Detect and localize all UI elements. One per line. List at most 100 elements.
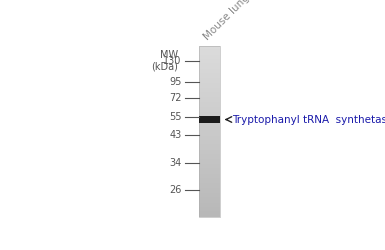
Bar	[199, 161, 220, 163]
Bar	[199, 74, 220, 76]
Bar	[199, 103, 220, 104]
Bar	[199, 184, 220, 186]
Bar	[199, 86, 220, 88]
Bar	[199, 128, 220, 130]
Bar	[199, 59, 220, 60]
Bar	[199, 166, 220, 167]
Bar	[199, 99, 220, 100]
Bar	[199, 211, 220, 212]
Bar	[199, 162, 220, 164]
Bar	[199, 208, 220, 210]
Bar	[199, 130, 220, 132]
Bar	[199, 68, 220, 69]
Bar	[199, 133, 220, 134]
Bar	[199, 150, 220, 152]
Text: 43: 43	[169, 130, 182, 140]
Bar	[199, 79, 220, 80]
Text: 34: 34	[169, 158, 182, 168]
Bar	[199, 156, 220, 157]
Bar	[199, 182, 220, 184]
Bar	[199, 62, 220, 64]
Bar	[199, 89, 220, 90]
Bar	[199, 126, 220, 127]
Text: Tryptophanyl tRNA  synthetase: Tryptophanyl tRNA synthetase	[233, 114, 385, 124]
Bar	[199, 48, 220, 49]
Bar	[199, 153, 220, 154]
Bar	[199, 87, 220, 89]
Bar	[199, 127, 220, 129]
Bar	[199, 73, 220, 75]
Bar	[199, 137, 220, 139]
Text: 130: 130	[163, 56, 182, 66]
Bar	[199, 205, 220, 207]
Bar	[199, 104, 220, 106]
Bar	[199, 94, 220, 96]
Bar	[199, 53, 220, 55]
Bar	[199, 69, 220, 70]
Bar	[199, 177, 220, 178]
Bar	[199, 96, 220, 98]
Bar	[199, 157, 220, 158]
Bar	[199, 212, 220, 214]
Bar	[199, 131, 220, 133]
Bar	[199, 200, 220, 201]
Bar	[199, 143, 220, 144]
Bar	[199, 151, 220, 153]
Bar	[199, 58, 220, 59]
Bar	[199, 172, 220, 174]
Bar	[199, 124, 220, 126]
Bar	[199, 116, 220, 123]
Bar	[199, 148, 220, 150]
Bar	[199, 170, 220, 171]
Bar	[199, 83, 220, 85]
Bar	[199, 84, 220, 86]
Bar	[199, 187, 220, 188]
Bar	[199, 76, 220, 78]
Bar	[199, 185, 220, 187]
Bar	[199, 164, 220, 166]
Bar	[199, 210, 220, 211]
Bar	[199, 56, 220, 58]
Bar	[199, 214, 220, 215]
Bar	[199, 197, 220, 198]
Bar	[199, 140, 220, 141]
Bar	[199, 46, 220, 48]
Bar	[199, 138, 220, 140]
Bar	[199, 93, 220, 95]
Text: 95: 95	[169, 77, 182, 87]
Text: MW
(kDa): MW (kDa)	[151, 50, 178, 72]
Bar	[199, 146, 220, 147]
Bar	[199, 55, 220, 56]
Bar	[199, 160, 220, 161]
Bar	[199, 63, 220, 65]
Bar	[199, 195, 220, 197]
Bar	[199, 194, 220, 196]
Bar	[199, 80, 220, 82]
Bar	[199, 202, 220, 204]
Bar	[199, 215, 220, 217]
Text: 72: 72	[169, 93, 182, 103]
Bar	[199, 141, 220, 143]
Bar	[199, 70, 220, 72]
Bar	[199, 97, 220, 99]
Bar	[199, 154, 220, 156]
Bar	[199, 100, 220, 102]
Bar	[199, 123, 220, 124]
Bar	[199, 180, 220, 181]
Bar	[199, 102, 220, 103]
Bar	[199, 192, 220, 194]
Bar	[199, 49, 220, 50]
Bar	[199, 147, 220, 148]
Bar	[199, 114, 220, 116]
Bar	[199, 206, 220, 208]
Bar	[199, 204, 220, 205]
Bar	[199, 174, 220, 176]
Bar	[199, 78, 220, 79]
Bar	[199, 201, 220, 202]
Bar	[199, 198, 220, 200]
Bar	[199, 60, 220, 62]
Bar	[199, 112, 220, 113]
Bar	[199, 181, 220, 183]
Text: Mouse lung: Mouse lung	[202, 0, 251, 42]
Bar	[199, 171, 220, 173]
